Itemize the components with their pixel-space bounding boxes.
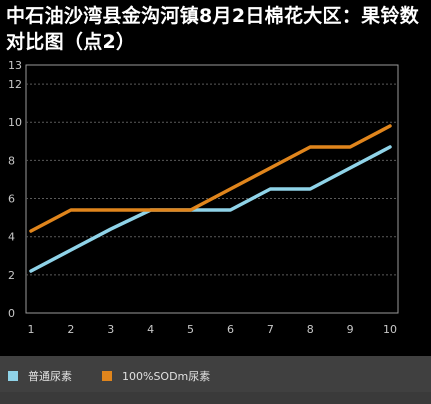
x-axis-ticks: 1 2 3 4 5 6 7 8 9 10 bbox=[28, 323, 398, 336]
x-tick-label: 2 bbox=[67, 323, 74, 336]
x-tick-label: 5 bbox=[187, 323, 194, 336]
chart-title: 中石油沙湾县金沟河镇8月2日棉花大区：果铃数对比图（点2） bbox=[6, 5, 420, 53]
y-tick-label: 0 bbox=[8, 307, 15, 320]
y-axis-ticks: 0 2 4 6 8 10 12 13 bbox=[8, 59, 22, 320]
legend-label-0: 普通尿素 bbox=[28, 370, 72, 383]
y-tick-label: 8 bbox=[8, 154, 15, 167]
y-tick-label: 6 bbox=[8, 193, 15, 206]
x-tick-label: 4 bbox=[147, 323, 154, 336]
series-line-0 bbox=[29, 145, 392, 273]
x-tick-label: 6 bbox=[227, 323, 234, 336]
x-tick-label: 7 bbox=[267, 323, 274, 336]
y-tick-label: 12 bbox=[8, 78, 22, 91]
y-tick-label: 4 bbox=[8, 231, 15, 244]
x-tick-label: 3 bbox=[107, 323, 114, 336]
legend-item-series-0: 普通尿素 bbox=[8, 369, 72, 383]
legend: 普通尿素 100%SODm尿素 bbox=[0, 356, 431, 404]
y-tick-label: 10 bbox=[8, 116, 22, 129]
x-tick-label: 10 bbox=[383, 323, 397, 336]
y-tick-label: 13 bbox=[8, 59, 22, 72]
x-tick-label: 1 bbox=[28, 323, 35, 336]
grid-lines bbox=[26, 83, 398, 276]
plot-area bbox=[25, 64, 399, 314]
series-line-1 bbox=[29, 124, 392, 233]
series-lines bbox=[29, 124, 392, 273]
legend-label-1: 100%SODm尿素 bbox=[122, 370, 211, 383]
x-tick-label: 9 bbox=[347, 323, 354, 336]
legend-swatch-1 bbox=[102, 371, 112, 381]
x-tick-label: 8 bbox=[307, 323, 314, 336]
legend-swatch-0 bbox=[8, 371, 18, 381]
y-tick-label: 2 bbox=[8, 269, 15, 282]
legend-item-series-1: 100%SODm尿素 bbox=[102, 369, 210, 383]
